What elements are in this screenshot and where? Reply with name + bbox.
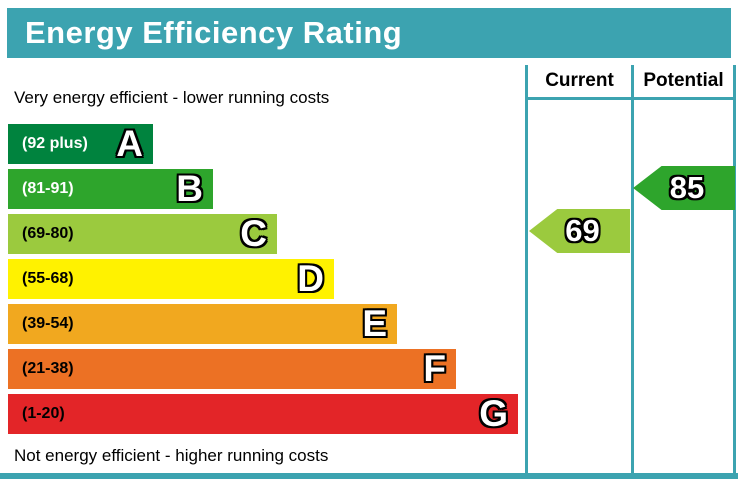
band-range-label: (39-54) [22, 315, 74, 332]
column-header-current-label: Current [545, 70, 614, 91]
column-header-current: Current [528, 66, 631, 96]
column-header-potential-label: Potential [643, 70, 724, 91]
band-range-label: (21-38) [22, 360, 74, 377]
page-title: Energy Efficiency Rating [25, 15, 403, 50]
band-c: (69-80) C [8, 214, 277, 254]
divider-potential-left [631, 65, 634, 477]
bottom-note: Not energy efficient - higher running co… [14, 446, 329, 465]
band-f: (21-38) F [8, 349, 456, 389]
band-range-label: (55-68) [22, 270, 74, 287]
band-g: (1-20) G [8, 394, 518, 434]
band-letter: F [423, 348, 446, 389]
band-d: (55-68) D [8, 259, 334, 299]
current-rating-arrow: 69 [529, 209, 630, 253]
band-letter: A [116, 123, 143, 164]
band-letter: C [240, 213, 267, 254]
divider-current-left [525, 65, 528, 477]
potential-rating-arrow: 85 [633, 166, 735, 210]
band-letter: D [297, 258, 324, 299]
band-range-label: (81-91) [22, 180, 74, 197]
top-note: Very energy efficient - lower running co… [14, 88, 330, 107]
title-bar: Energy Efficiency Rating [7, 8, 731, 58]
header-underline [525, 97, 736, 100]
band-b: (81-91) B [8, 169, 213, 209]
band-a: (92 plus) A [8, 124, 153, 164]
band-range-label: (92 plus) [22, 135, 88, 152]
band-e: (39-54) E [8, 304, 397, 344]
column-header-potential: Potential [634, 66, 733, 96]
band-letter: G [479, 393, 508, 434]
band-letter: E [362, 303, 387, 344]
current-rating-value: 69 [565, 213, 600, 248]
band-range-label: (69-80) [22, 225, 74, 242]
band-letter: B [176, 168, 203, 209]
potential-rating-value: 85 [669, 170, 705, 205]
band-range-label: (1-20) [22, 405, 65, 422]
bottom-border [0, 473, 738, 479]
divider-potential-right [733, 65, 736, 477]
